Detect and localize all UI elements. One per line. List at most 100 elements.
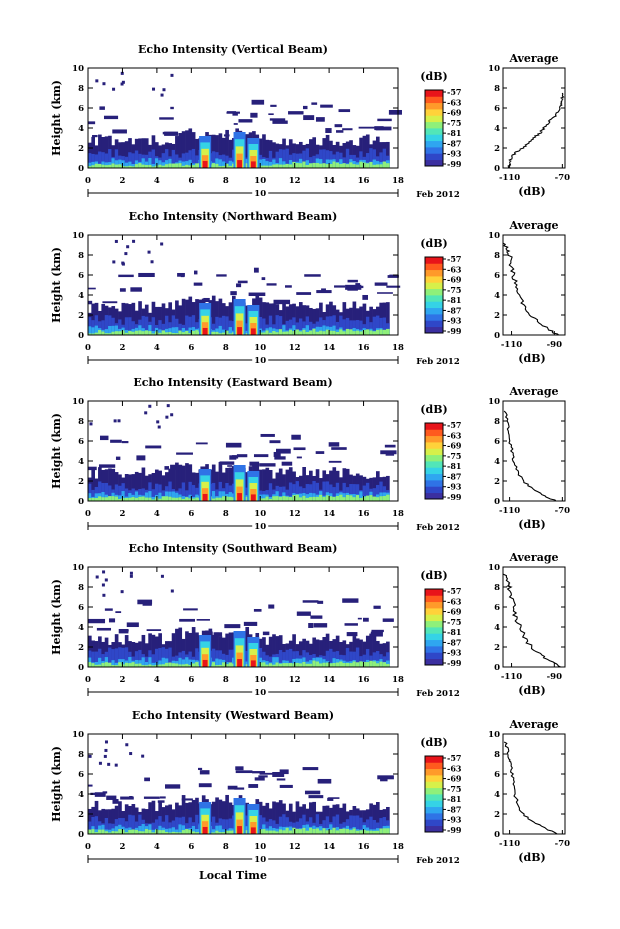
- echo-cell: [102, 82, 106, 86]
- echo-cell: [332, 816, 337, 834]
- echo-cell: [168, 163, 173, 168]
- day-label-bg: [252, 354, 269, 364]
- echo-cell: [113, 419, 117, 423]
- echo-cell: [111, 808, 116, 834]
- echo-cell: [124, 821, 129, 834]
- echo-cell: [237, 659, 242, 667]
- heatmap: [88, 239, 401, 335]
- echo-cell: [329, 484, 333, 501]
- echo-cell: [165, 815, 169, 834]
- echo-cell: [124, 647, 129, 667]
- echo-cell: [312, 308, 317, 335]
- echo-cell: [129, 571, 133, 575]
- echo-cell: [339, 163, 343, 168]
- colorbar-swatch: [425, 486, 443, 494]
- echo-cell: [101, 164, 106, 168]
- echo-cell: [144, 492, 149, 501]
- echo-cell: [349, 329, 353, 335]
- echo-cell: [262, 631, 270, 636]
- echo-cell: [94, 493, 99, 501]
- echo-cell: [288, 111, 304, 115]
- echo-cell: [188, 632, 193, 667]
- echo-cell: [355, 815, 360, 834]
- echo-cell: [276, 778, 286, 781]
- echo-cell: [188, 664, 193, 667]
- echo-cell: [161, 657, 166, 667]
- echo-cell: [136, 455, 146, 461]
- echo-cell: [228, 802, 233, 834]
- echo-cell: [195, 829, 199, 834]
- echo-cell: [221, 329, 226, 335]
- x-tick-label: 0: [85, 842, 91, 852]
- echo-cell: [144, 138, 149, 168]
- echo-cell: [138, 472, 142, 501]
- echo-cell: [195, 138, 199, 168]
- echo-cell: [329, 663, 333, 667]
- echo-cell: [372, 316, 377, 335]
- echo-cell: [88, 317, 92, 335]
- x-tick-label: 14: [323, 675, 335, 685]
- echo-cell: [292, 495, 296, 501]
- echo-cell: [91, 333, 95, 335]
- colorbar-frame: [424, 588, 444, 666]
- echo-cell: [188, 327, 193, 335]
- echo-cell: [111, 468, 116, 501]
- echo-cell: [104, 831, 109, 834]
- echo-cell: [211, 816, 216, 834]
- echo-cell: [124, 474, 129, 501]
- colorbar-swatch: [425, 147, 443, 154]
- avg-y-tick-label: 10: [488, 563, 500, 573]
- echo-cell: [319, 657, 323, 667]
- echo-cell: [342, 319, 347, 335]
- echo-cell: [285, 489, 290, 501]
- colorbar-swatch: [425, 781, 443, 789]
- echo-cell: [94, 163, 99, 168]
- echo-cell: [114, 239, 118, 243]
- colorbar-tick-label: -57: [447, 87, 461, 97]
- y-tick-label: 10: [72, 64, 84, 74]
- echo-cell: [218, 491, 223, 501]
- echo-cell: [262, 498, 266, 501]
- echo-cell: [191, 659, 196, 667]
- echo-cell: [369, 830, 373, 834]
- echo-cell: [288, 304, 293, 335]
- echo-cell: [342, 497, 347, 501]
- echo-cell: [379, 329, 383, 335]
- echo-cell: [91, 153, 95, 168]
- echo-cell: [104, 165, 109, 168]
- avg-y-tick-label: 0: [494, 497, 500, 507]
- x-tick-label: 18: [392, 675, 404, 685]
- date-label: Feb 2012: [416, 357, 460, 367]
- echo-cell: [170, 589, 174, 593]
- colorbar-tick-label: -75: [447, 285, 461, 295]
- echo-cell: [362, 135, 367, 168]
- echo-cell: [158, 164, 162, 168]
- average-profile-line: [507, 92, 565, 169]
- echo-cell: [193, 270, 198, 275]
- echo-cell: [134, 659, 139, 667]
- echo-cell: [365, 134, 370, 168]
- colorbar-swatch: [425, 787, 443, 795]
- echo-cell: [295, 821, 300, 834]
- echo-cell: [379, 317, 383, 335]
- echo-cell: [88, 153, 92, 168]
- echo-cell: [292, 325, 296, 335]
- echo-cell: [334, 124, 343, 128]
- echo-cell: [98, 151, 102, 168]
- day-label-bg: [252, 686, 269, 696]
- echo-cell: [131, 163, 136, 168]
- colorbar-swatch: [425, 806, 443, 814]
- echo-cell: [121, 330, 126, 335]
- echo-cell: [380, 778, 388, 782]
- echo-cell: [143, 796, 160, 799]
- echo-cell: [369, 495, 373, 501]
- echo-cell: [268, 498, 273, 501]
- echo-cell: [211, 829, 216, 834]
- echo-cell: [382, 161, 387, 168]
- echo-cell: [168, 158, 173, 168]
- echo-cell: [151, 317, 156, 335]
- echo-cell: [218, 825, 223, 834]
- echo-cell: [151, 662, 156, 667]
- colorbar-tick-label: -57: [447, 586, 461, 596]
- echo-cell: [144, 661, 149, 667]
